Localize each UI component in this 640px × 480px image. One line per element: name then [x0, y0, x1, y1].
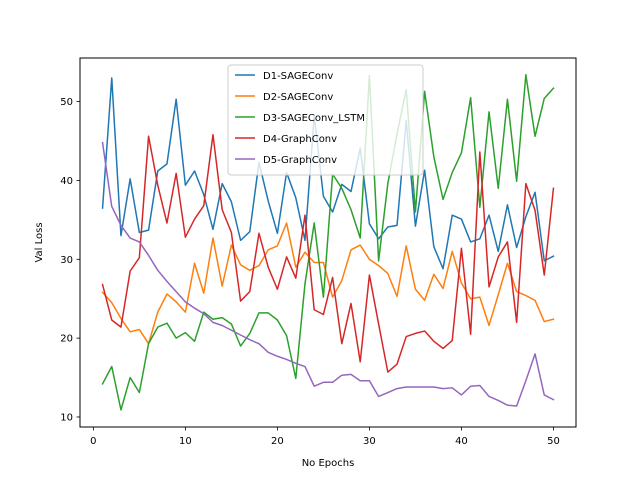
- y-axis-title: Val Loss: [34, 222, 45, 262]
- plot-frame: [79, 57, 577, 428]
- legend-label: D4-GraphConv: [263, 134, 337, 145]
- x-axis: 0 10 20 30 40 50: [90, 427, 560, 447]
- y-tick-label: 10: [60, 412, 73, 423]
- x-tick-label: 50: [547, 436, 560, 447]
- legend-label: D5-GraphConv: [263, 155, 337, 166]
- legend-label: D3-SAGEConv_LSTM: [263, 113, 365, 124]
- y-axis: 10 20 30 40 50: [60, 97, 80, 423]
- x-tick-label: 30: [363, 436, 376, 447]
- x-tick-label: 20: [271, 436, 284, 447]
- series-line-4: [101, 133, 555, 373]
- legend: D1-SAGEConv D2-SAGEConv D3-SAGEConv_LSTM D4…: [227, 64, 424, 176]
- legend-label: D2-SAGEConv: [263, 92, 333, 103]
- y-tick-label: 30: [60, 255, 73, 266]
- y-tick-label: 40: [60, 176, 73, 187]
- y-tick-label: 50: [60, 97, 73, 108]
- plot-lines: [101, 74, 555, 411]
- series-line-2: [101, 222, 555, 345]
- x-tick-label: 10: [179, 436, 192, 447]
- legend-label: D1-SAGEConv: [263, 71, 333, 82]
- x-tick-label: 40: [455, 436, 468, 447]
- x-axis-title: No Epochs: [302, 458, 355, 469]
- x-tick-label: 0: [90, 436, 96, 447]
- legend-box: [227, 64, 424, 176]
- series-line-1: [101, 77, 555, 270]
- y-tick-label: 20: [60, 334, 73, 345]
- series-line-5: [101, 141, 555, 407]
